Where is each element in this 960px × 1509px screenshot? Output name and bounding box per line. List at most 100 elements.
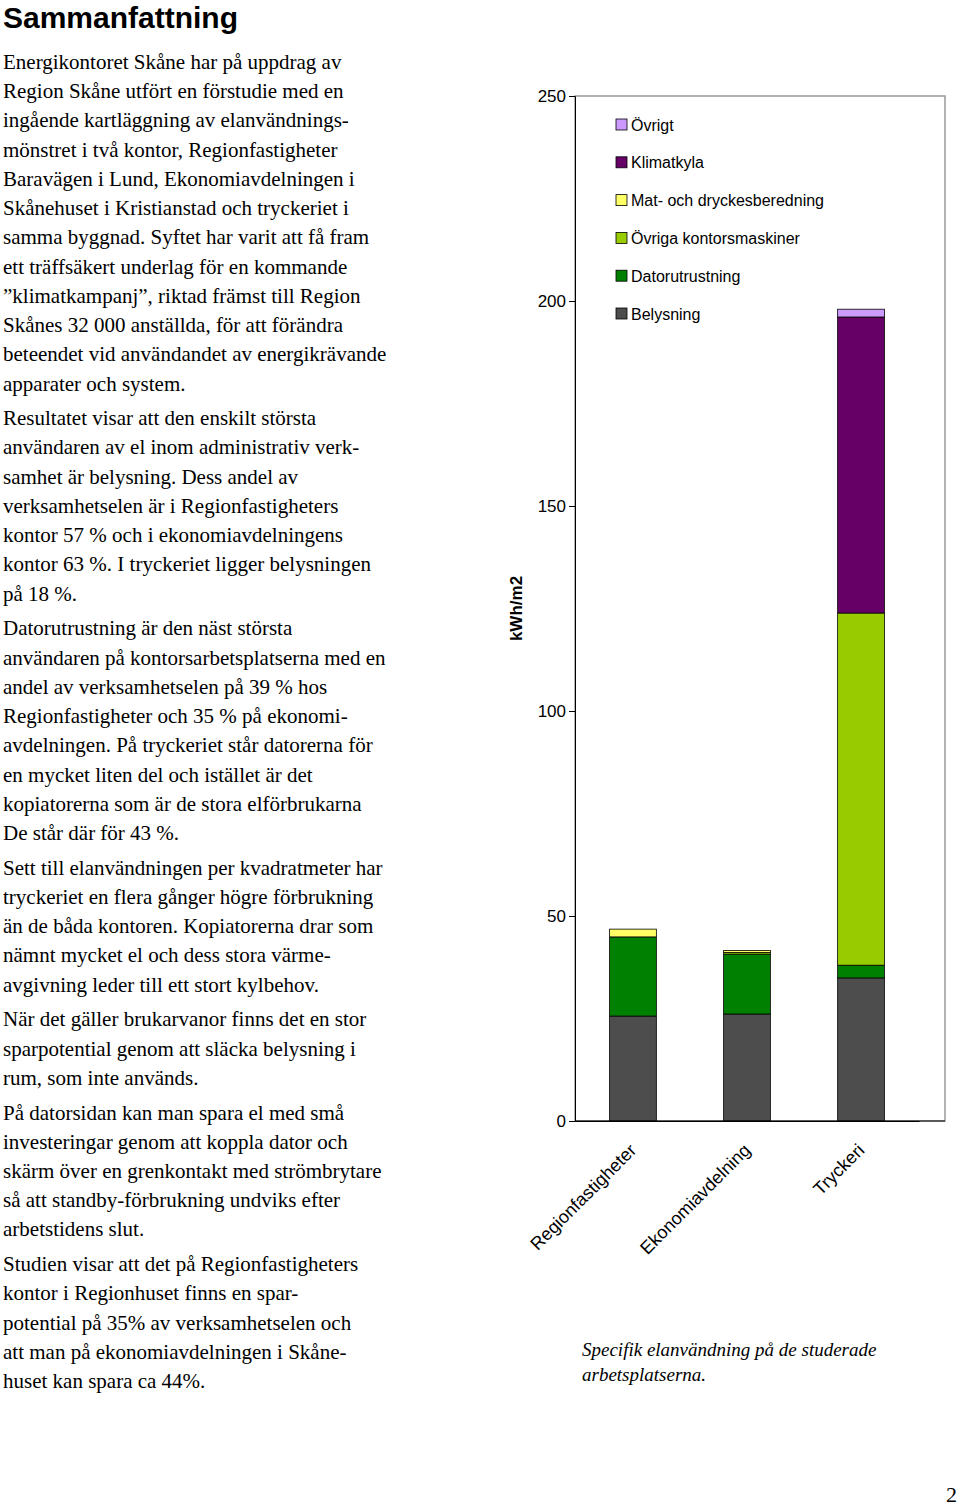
y-tick: 50 xyxy=(547,907,575,926)
text-line: arbetstidens slut. xyxy=(3,1217,144,1241)
heading: Sammanfattning xyxy=(3,1,238,34)
legend-label: Belysning xyxy=(631,306,700,323)
text-line: Skånehuset i Kristianstad och tryckeriet… xyxy=(3,196,349,220)
y-tick-label: 250 xyxy=(538,87,566,106)
text-line: användaren av el inom administrativ verk… xyxy=(3,435,359,459)
paragraph: Energikontoret Skåne har på uppdrag av Re… xyxy=(3,50,386,396)
bar-segment xyxy=(838,978,885,1121)
x-tick-label: Ekonomiavdelning xyxy=(636,1140,754,1258)
paragraph: När det gäller brukarvanor finns det en … xyxy=(3,1007,366,1089)
y-axis-line xyxy=(569,97,576,1122)
legend-swatch xyxy=(616,308,627,319)
text-line: avdelningen. På tryckeriet står datorern… xyxy=(3,733,373,757)
bar-segment xyxy=(724,950,771,951)
text-line: nämnt mycket el och dess stora värme- xyxy=(3,943,331,967)
text-line: Energikontoret Skåne har på uppdrag av xyxy=(3,50,342,74)
legend: ÖvrigtKlimatkylaMat- och dryckesberednin… xyxy=(616,117,824,323)
x-axis: RegionfastigheterEkonomiavdelning Trycker… xyxy=(526,1121,919,1258)
legend-swatch xyxy=(616,195,627,206)
text-line: potential på 35% av verksamhetselen och xyxy=(3,1311,352,1335)
legend-swatch xyxy=(616,157,627,168)
text-line: tryckeriet en flera gånger högre förbruk… xyxy=(3,885,374,909)
text-line: Resultatet visar att den enskilt största xyxy=(3,406,317,430)
y-tick-mark xyxy=(569,96,575,97)
y-tick-label: 100 xyxy=(538,702,566,721)
legend-item: Övriga kontorsmaskiner xyxy=(616,230,801,247)
text-line: ”klimatkampanj”, riktad främst till Regi… xyxy=(3,284,361,308)
chart: 050100150200250kWh/m2RegionfastigheterEk… xyxy=(507,87,945,1258)
text-line: än de båda kontoren. Kopiatorerna drar s… xyxy=(3,914,373,938)
bar-segment xyxy=(610,937,657,1016)
y-tick-label: 50 xyxy=(547,907,566,926)
legend-swatch xyxy=(616,119,627,130)
text-line: andel av verksamhetselen på 39 % hos xyxy=(3,675,327,699)
figure-caption: arbetsplatserna. xyxy=(582,1364,706,1385)
legend-item: Mat- och dryckesberedning xyxy=(616,192,824,209)
y-tick: 200 xyxy=(538,292,575,311)
text-line: Studien visar att det på Regionfastighet… xyxy=(3,1252,358,1276)
x-tick-label: Regionfastigheter xyxy=(526,1140,640,1254)
text-line: på 18 %. xyxy=(3,582,77,606)
x-tick-label: Tryckeri xyxy=(809,1140,868,1199)
bar-segment xyxy=(724,950,771,951)
text-line: avgivning leder till ett stort kylbehov. xyxy=(3,973,319,997)
legend-label: Klimatkyla xyxy=(631,154,704,171)
text-line: kontor i Regionhuset finns en spar- xyxy=(3,1281,298,1305)
text-line: Datorutrustning är den näst största xyxy=(3,616,293,640)
paragraph: Studien visar att det på Regionfastighet… xyxy=(3,1252,358,1393)
bar-segment xyxy=(610,929,657,930)
plot-frame xyxy=(575,96,945,1121)
text-line: Region Skåne utfört en förstudie med en xyxy=(3,79,344,103)
bar-segment xyxy=(838,309,885,317)
x-axis-line xyxy=(576,1121,920,1122)
bar-segment xyxy=(724,954,771,1014)
y-axis: 0 50 100 150 200 250 xyxy=(538,87,576,1131)
text-line: Sett till elanvändningen per kvadratmete… xyxy=(3,856,383,880)
x-tick: Tryckeri xyxy=(809,1121,868,1199)
y-tick-label: 200 xyxy=(538,292,566,311)
text-line: rum, som inte används. xyxy=(3,1066,198,1090)
text-line: så att standby-förbrukning undviks efter xyxy=(3,1188,340,1212)
text-line: kopiatorerna som är de stora elförbrukar… xyxy=(3,792,362,816)
paragraph: Sett till elanvändningen per kvadratmete… xyxy=(3,856,383,997)
bar-segment xyxy=(610,929,657,930)
text-line: beteendet vid användandet av energikräva… xyxy=(3,342,386,366)
bar-segment xyxy=(838,317,885,613)
bar-segment xyxy=(838,613,885,965)
legend-item: Klimatkyla xyxy=(616,154,704,171)
page-number: 2 xyxy=(946,1482,957,1507)
text-line: att man på ekonomiavdelningen i Skåne- xyxy=(3,1340,347,1364)
text-line: ingående kartläggning av elanvändnings- xyxy=(3,108,349,132)
text-line: Regionfastigheter och 35 % på ekonomi- xyxy=(3,704,348,728)
bar-series xyxy=(610,929,771,952)
paragraph: Resultatet visar att den enskilt största… xyxy=(3,406,371,605)
legend-label: Mat- och dryckesberedning xyxy=(631,192,824,209)
figure-caption: Specifik elanvändning på de studerade xyxy=(582,1339,876,1360)
text-line: De står där för 43 %. xyxy=(3,821,179,845)
y-tick-label: 150 xyxy=(538,497,566,516)
y-tick-mark xyxy=(569,916,575,917)
bar-series xyxy=(724,613,885,965)
text-line: skärm över en grenkontakt med strömbryta… xyxy=(3,1159,381,1183)
y-tick: 250 xyxy=(538,87,575,106)
text-line: kontor 63 %. I tryckeriet ligger belysni… xyxy=(3,552,371,576)
bar-segment xyxy=(838,965,885,978)
y-tick-label: 0 xyxy=(557,1112,566,1131)
y-tick-mark xyxy=(569,301,575,302)
page: Sammanfattning Energikontoret Skåne har p… xyxy=(0,0,960,1509)
legend-label: Datorutrustning xyxy=(631,268,740,285)
y-tick-mark xyxy=(569,711,575,712)
paragraph: Datorutrustning är den näst största använ… xyxy=(3,616,386,845)
text-line: På datorsidan kan man spara el med små xyxy=(3,1101,345,1125)
bar-segment xyxy=(724,1014,771,1121)
text-line: investeringar genom att koppla dator och xyxy=(3,1130,348,1154)
text-line: användaren på kontorsarbetsplatserna med… xyxy=(3,646,386,670)
text-line: apparater och system. xyxy=(3,372,186,396)
y-tick: 150 xyxy=(538,497,575,516)
text-line: ett träffsäkert underlag för en kommande xyxy=(3,255,347,279)
y-tick-mark xyxy=(569,506,575,507)
text-line: mönstret i två kontor, Regionfastigheter xyxy=(3,138,338,162)
x-axis-baseline xyxy=(575,1121,945,1122)
text-line: samma byggnad. Syftet har varit att få f… xyxy=(3,225,369,249)
text-column: Energikontoret Skåne har på uppdrag av Re… xyxy=(3,50,386,1393)
